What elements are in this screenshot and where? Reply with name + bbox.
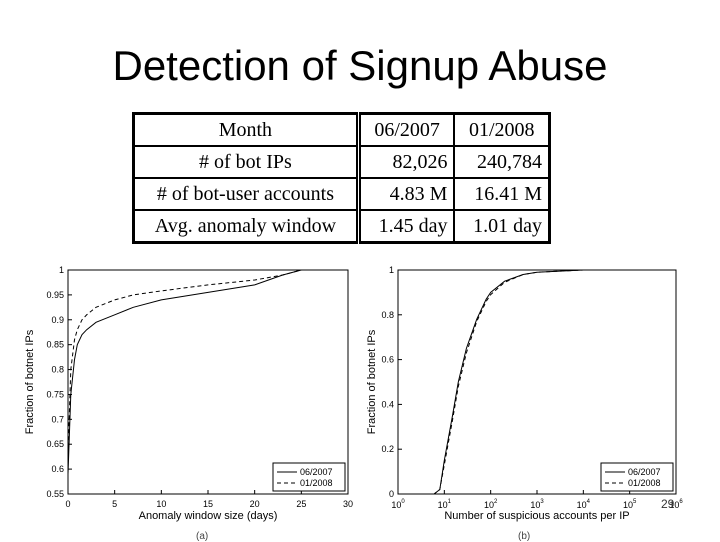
left-xtick-label: 0 (65, 499, 70, 509)
page-number: 29 (661, 497, 675, 511)
right-legend-label: 06/2007 (628, 467, 661, 477)
right-xtick-label: 104 (577, 499, 591, 510)
table-row-label: Avg. anomaly window (132, 209, 361, 244)
stats-table: Month 06/2007 01/2008 # of bot IPs 82,02… (132, 112, 551, 244)
right-xtick-label: 102 (484, 499, 498, 510)
left-xaxis-label: Anomaly window size (days) (139, 510, 278, 522)
left-series-line-1 (67, 269, 348, 475)
table-header-row: Month 06/2007 01/2008 (132, 112, 551, 147)
right-ytick-label: 0.4 (381, 399, 394, 409)
left-series-line-2 (67, 269, 348, 455)
right-xtick-label: 103 (530, 499, 544, 510)
right-plot-frame (397, 269, 677, 495)
left-ytick-label: 0.65 (46, 439, 64, 449)
table-cell: 82,026 (357, 145, 456, 179)
right-xtick-label: 106 (669, 499, 683, 510)
left-legend-label: 01/2008 (300, 478, 333, 488)
left-xtick-label: 25 (296, 499, 306, 509)
left-ytick-label: 0.8 (51, 365, 64, 375)
figure-caption-mark: (a) (196, 531, 209, 542)
slide-title: Detection of Signup Abuse (112, 42, 608, 89)
right-ytick-label: 0.8 (381, 310, 394, 320)
table-row: Avg. anomaly window 1.45 day 1.01 day (132, 209, 551, 244)
left-ytick-label: 1 (59, 265, 64, 275)
left-ytick-label: 0.9 (51, 315, 64, 325)
table-cell: 240,784 (453, 145, 551, 179)
right-series-line-1 (398, 269, 676, 495)
table-cell: 1.45 day (357, 209, 456, 244)
table-cell: 16.41 M (453, 177, 551, 211)
right-xtick-label: 105 (623, 499, 637, 510)
left-xtick-label: 30 (343, 499, 353, 509)
right-series-line-2 (398, 269, 676, 495)
right-legend-box (600, 462, 674, 492)
right-ytick-label: 0.2 (381, 444, 394, 454)
right-xaxis-label: Number of suspicious accounts per IP (444, 510, 629, 522)
table-row-label: # of bot IPs (132, 145, 361, 179)
right-xtick-label: 101 (438, 499, 452, 510)
table-row-label: # of bot-user accounts (132, 177, 361, 211)
right-ytick-label: 0 (389, 489, 394, 499)
left-ytick-label: 0.6 (51, 464, 64, 474)
table-header-col1: 06/2007 (357, 112, 456, 147)
left-legend-box (272, 462, 346, 492)
left-ytick-label: 0.75 (46, 389, 64, 399)
left-xtick-label: 15 (203, 499, 213, 509)
table-cell: 1.01 day (453, 209, 551, 244)
left-xtick-label: 5 (112, 499, 117, 509)
left-legend-label: 06/2007 (300, 467, 333, 477)
figure-caption-mark: (b) (518, 531, 531, 542)
table-row: # of bot IPs 82,026 240,784 (132, 145, 551, 179)
table-cell: 4.83 M (357, 177, 456, 211)
left-ytick-label: 0.85 (46, 340, 64, 350)
left-ytick-label: 0.95 (46, 290, 64, 300)
left-yaxis-label: Fraction of botnet IPs (24, 329, 36, 434)
right-legend-label: 01/2008 (628, 478, 661, 488)
left-plot-frame (67, 269, 349, 495)
right-xtick-label: 100 (391, 499, 405, 510)
table-header-label: Month (132, 112, 361, 147)
right-yaxis-label: Fraction of botnet IPs (366, 329, 378, 434)
left-xtick-label: 10 (156, 499, 166, 509)
table-header-col2: 01/2008 (453, 112, 551, 147)
right-ytick-label: 1 (389, 265, 394, 275)
left-xtick-label: 20 (250, 499, 260, 509)
table-row: # of bot-user accounts 4.83 M 16.41 M (132, 177, 551, 211)
accounts-per-ip-cdf-chart: 0 0.2 0.4 0.6 0.8 1 100 101 102 103 104 105 106 Numbe… (366, 265, 683, 522)
left-ytick-label: 0.7 (51, 414, 64, 424)
left-ytick-label: 0.55 (46, 489, 64, 499)
right-ytick-label: 0.6 (381, 355, 394, 365)
